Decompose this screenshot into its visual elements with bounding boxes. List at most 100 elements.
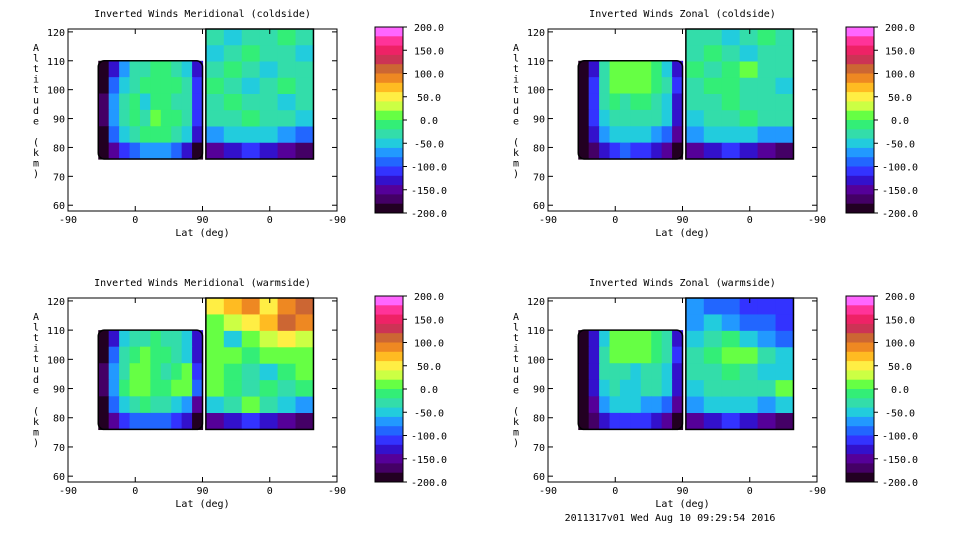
heatmap-cell: [578, 93, 590, 111]
heatmap-cell: [295, 77, 315, 95]
heatmap-cell: [757, 396, 777, 414]
heatmap-cell: [599, 379, 611, 397]
heatmap-cell: [619, 142, 631, 160]
heatmap-cell: [599, 142, 611, 160]
heatmap-cell: [277, 314, 297, 332]
heatmap-cell: [630, 93, 642, 111]
heatmap-cell: [223, 77, 243, 95]
heatmap-cell: [205, 298, 225, 316]
heatmap-cell: [578, 396, 590, 414]
heatmap-cell: [223, 380, 243, 398]
colorbar-swatch: [375, 398, 403, 408]
heatmap-cell: [139, 126, 151, 144]
colorbar-swatch: [375, 323, 403, 334]
heatmap-cell: [192, 346, 204, 364]
heatmap-cell: [160, 93, 172, 111]
heatmap-cell: [685, 380, 705, 398]
heatmap-cell: [241, 330, 261, 348]
heatmap-cell: [757, 61, 777, 79]
heatmap-cell: [609, 330, 621, 348]
x-tick-label: 0: [267, 215, 273, 226]
colorbar-tick-label: 200.0: [414, 23, 444, 34]
heatmap-cell: [277, 363, 297, 381]
heatmap-cell: [757, 380, 777, 398]
heatmap-cell: [129, 379, 141, 397]
heatmap-cell: [640, 346, 652, 364]
heatmap-cell: [609, 93, 621, 111]
heatmap-cell: [295, 298, 315, 316]
heatmap-cell: [703, 396, 723, 414]
heatmap-cell: [181, 109, 193, 127]
heatmap-cell: [703, 330, 723, 348]
colorbar-tick-label: -50.0: [414, 139, 444, 150]
heatmap-cell: [739, 413, 759, 431]
heatmap-cell: [295, 61, 315, 79]
colorbar-swatch: [846, 305, 874, 315]
heatmap-cell: [171, 396, 183, 414]
heatmap-cell: [651, 363, 663, 381]
heatmap-cell: [578, 109, 590, 127]
x-tick-label: -90: [59, 215, 77, 226]
heatmap-cell: [661, 142, 673, 160]
heatmap-cell: [192, 396, 204, 414]
heatmap-cell: [609, 60, 621, 78]
heatmap-cell: [139, 330, 151, 348]
heatmap-cell: [630, 412, 642, 431]
colorbar-tick-label: 150.0: [885, 315, 915, 326]
heatmap-cell: [205, 347, 225, 365]
colorbar-tick-label: 0.0: [420, 385, 438, 396]
heatmap-cell: [205, 94, 225, 111]
heatmap-cell: [181, 77, 193, 95]
heatmap-cell: [578, 60, 590, 78]
heatmap-cell: [223, 142, 243, 160]
heatmap-cell: [129, 60, 141, 78]
heatmap-cell: [685, 61, 705, 79]
heatmap-cell: [259, 126, 279, 144]
y-tick-label: 100: [47, 355, 65, 366]
heatmap-cell: [578, 77, 590, 95]
heatmap-cell: [171, 77, 183, 95]
heatmap-cell: [619, 330, 631, 348]
heatmap-cell: [775, 94, 795, 111]
heatmap-cell: [640, 109, 652, 127]
heatmap-cell: [703, 61, 723, 79]
colorbar-tick-label: -50.0: [885, 139, 915, 150]
heatmap-cell: [119, 142, 131, 160]
heatmap-cell: [223, 29, 243, 46]
heatmap-cell: [259, 363, 279, 381]
colorbar-swatch: [375, 45, 403, 56]
heatmap-cell: [640, 363, 652, 381]
x-tick-label: -90: [808, 215, 826, 226]
colorbar-tick-label: 150.0: [414, 46, 444, 57]
heatmap-cell: [259, 61, 279, 79]
colorbar-swatch: [375, 314, 403, 325]
heatmap-cell: [703, 110, 723, 128]
colorbar-swatch: [846, 296, 874, 306]
colorbar-swatch: [375, 185, 403, 195]
colorbar-tick-label: -200.0: [411, 478, 447, 489]
heatmap-cell: [129, 142, 141, 160]
colorbar-swatch: [846, 45, 874, 56]
heatmap-cell: [108, 109, 120, 127]
heatmap-cell: [619, 77, 631, 95]
heatmap-cell: [651, 93, 663, 111]
x-tick-label: 90: [196, 486, 208, 497]
heatmap-cell: [661, 330, 673, 348]
heatmap-cell: [685, 363, 705, 381]
heatmap-cell: [640, 412, 652, 431]
heatmap-cell: [630, 346, 642, 364]
heatmap-cell: [757, 29, 777, 46]
heatmap-cell: [295, 363, 315, 381]
heatmap-cell: [703, 363, 723, 381]
heatmap-cell: [205, 77, 225, 95]
heatmap-cell: [181, 60, 193, 78]
footer-timestamp: 2011317v01 Wed Aug 10 09:29:54 2016: [564, 513, 776, 524]
x-tick-label: 90: [676, 215, 688, 226]
x-axis-label: Lat (deg): [655, 499, 709, 510]
heatmap-cell: [757, 77, 777, 95]
heatmap-cell: [192, 126, 204, 144]
x-tick-label: 90: [676, 486, 688, 497]
heatmap-cell: [661, 346, 673, 364]
y-tick-label: 60: [533, 201, 545, 212]
heatmap-cell: [757, 363, 777, 381]
